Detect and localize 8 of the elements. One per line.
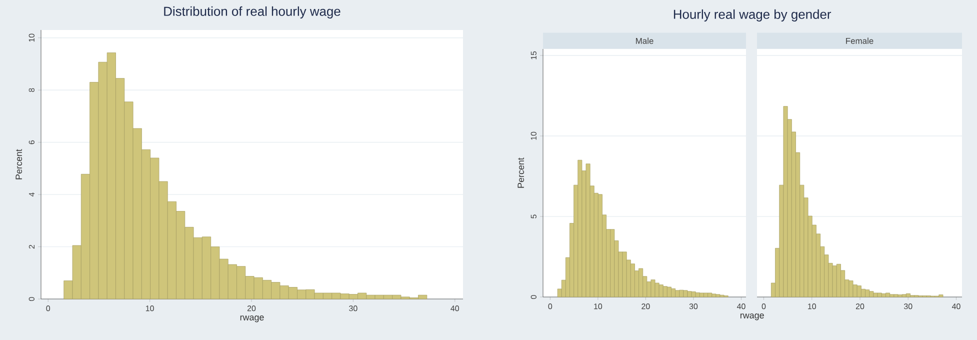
x-axis-title: rwage: [240, 316, 264, 322]
chart-title: Hourly real wage by gender: [674, 9, 832, 22]
chart-subtitle: Female: [846, 38, 874, 44]
y-axis-title: Percent: [518, 158, 524, 188]
chart-title: Distribution of real hourly wage: [164, 6, 340, 18]
x-axis-title: rwage: [740, 314, 764, 320]
y-axis-title: Percent: [16, 149, 22, 180]
chart-subtitle: Male: [636, 38, 654, 44]
